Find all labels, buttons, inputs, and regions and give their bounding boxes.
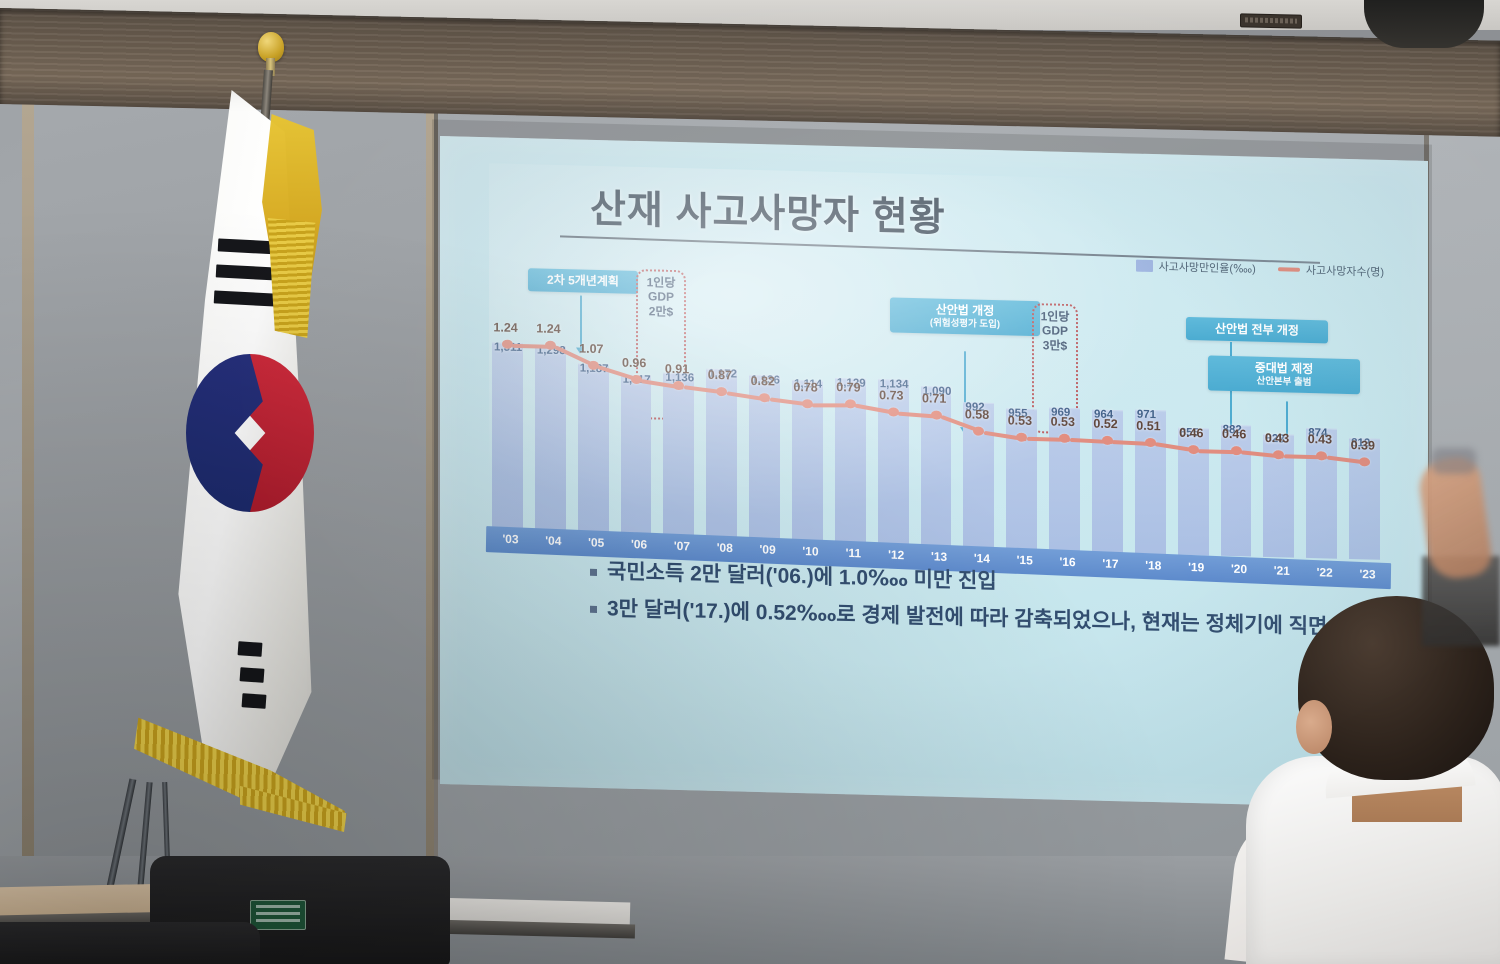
chart-year-label: '11 xyxy=(845,545,862,561)
chart-year-label: '23 xyxy=(1359,566,1376,582)
chart-line-value: 0.71 xyxy=(922,391,947,406)
chart-line-value: 0.87 xyxy=(707,367,733,383)
bullet-item: 3만 달러('17.)에 0.52‱로 경제 발전에 따라 감축되었으나, 현재… xyxy=(590,595,1350,642)
bullet-marker-icon xyxy=(590,568,597,576)
chart-line-value: 1.24 xyxy=(536,321,561,337)
chart-line-value: 1.24 xyxy=(493,320,518,336)
chart-line-value: 0.43 xyxy=(1307,432,1333,448)
chart-year-label: '10 xyxy=(802,544,819,559)
legend-label-deaths: 사고사망자수(명) xyxy=(1305,264,1384,279)
flag-finial-neck xyxy=(266,58,275,76)
projection-screen: 산재 사고사망자 현황 사고사망만인율(‱) 사고사망자수(명) 2차 5개년계… xyxy=(440,136,1428,810)
trigram-bar xyxy=(239,667,265,683)
chart-year-label: '05 xyxy=(587,535,605,550)
chart-bar xyxy=(620,374,652,542)
chart-bar xyxy=(1049,407,1080,553)
chart-line-point xyxy=(501,339,513,349)
chart-line-value: 0.51 xyxy=(1136,419,1161,434)
chart-line-value: 0.43 xyxy=(1264,431,1290,446)
chart-year-label: '17 xyxy=(1102,556,1119,571)
chart-line-value: 0.73 xyxy=(879,387,904,403)
chart-year-label: '15 xyxy=(1016,552,1033,568)
legend-label-rate: 사고사망만인율(‱) xyxy=(1158,261,1256,276)
legend-line-icon xyxy=(1277,267,1300,272)
chart-line-value: 0.96 xyxy=(622,355,647,370)
chair-back xyxy=(0,922,260,964)
chart-year-label: '12 xyxy=(887,547,905,563)
chart-line-value: 0.46 xyxy=(1179,425,1204,441)
chart-line-value: 0.79 xyxy=(836,379,861,395)
chart-year-label: '14 xyxy=(973,551,991,566)
chart-bar xyxy=(1306,428,1338,559)
chart-line-value: 0.39 xyxy=(1350,438,1375,453)
chart-year-label: '06 xyxy=(630,537,648,552)
chart-line-value: 0.58 xyxy=(964,406,990,422)
legend-item-deaths: 사고사망자수(명) xyxy=(1277,261,1384,280)
chart-bar xyxy=(1220,424,1252,557)
legend-item-rate: 사고사망만인율(‱) xyxy=(1135,258,1256,277)
ceiling-vent xyxy=(1240,13,1302,29)
chart-bar xyxy=(577,363,609,541)
trigram-bar xyxy=(241,693,267,709)
presentation-slide: 산재 사고사망자 현황 사고사망만인율(‱) 사고사망자수(명) 2차 5개년계… xyxy=(440,136,1428,809)
person-background-head xyxy=(1364,0,1484,48)
chart-line-value: 0.82 xyxy=(750,374,775,389)
chart-bar xyxy=(492,342,523,539)
chart-year-label: '03 xyxy=(502,531,519,547)
chart-plot-area: 1,3111.241,2981.241,1871.071,1170.961,13… xyxy=(486,287,1386,560)
chart-line-value: 0.78 xyxy=(793,379,818,395)
presenter-pointer xyxy=(1432,448,1476,474)
chart-bar xyxy=(1006,408,1038,552)
flag-tassel-strands xyxy=(267,218,316,338)
bullet-marker-icon xyxy=(590,606,597,614)
trigram-bar xyxy=(237,641,263,657)
chart-year-label: '18 xyxy=(1145,558,1162,573)
chart-year-label: '13 xyxy=(930,549,948,564)
bullet-text: 3만 달러('17.)에 0.52‱로 경제 발전에 따라 감축되었으나, 현재… xyxy=(607,597,1328,639)
person-ear xyxy=(1296,700,1332,754)
chart-year-label: '07 xyxy=(673,538,691,554)
chart-line-value: 0.52 xyxy=(1093,416,1118,432)
chart-line-value: 1.07 xyxy=(579,341,604,357)
taeguk-symbol-icon xyxy=(186,354,314,512)
chart-bar xyxy=(534,345,566,540)
chart-line-value: 0.53 xyxy=(1050,414,1075,430)
gdp-2man-line1: 1인당 xyxy=(646,275,676,290)
chart-line-value: 0.91 xyxy=(664,361,690,377)
chart-legend: 사고사망만인율(‱) 사고사망자수(명) xyxy=(1135,258,1384,280)
chart-bar xyxy=(877,378,909,548)
chair-label-tag xyxy=(250,900,306,930)
korean-flag xyxy=(90,18,370,889)
legend-swatch-icon xyxy=(1135,259,1153,273)
chart-series-layer: 1,3111.241,2981.241,1871.071,1170.961,13… xyxy=(486,287,1386,560)
chart-year-label: '04 xyxy=(545,533,562,549)
chart-line-value: 0.46 xyxy=(1222,426,1247,442)
callout-plan2-label: 2차 5개년계획 xyxy=(547,272,619,289)
slide-title: 산재 사고사망자 현황 xyxy=(590,187,946,240)
chart-bar xyxy=(663,372,695,543)
chart-year-label: '09 xyxy=(759,542,776,557)
chart-year-label: '16 xyxy=(1059,554,1076,570)
flag-finial-icon xyxy=(258,32,284,62)
chart-line-segment xyxy=(812,403,856,408)
chart-line-value: 0.53 xyxy=(1007,413,1033,429)
chart-year-label: '08 xyxy=(716,540,733,556)
